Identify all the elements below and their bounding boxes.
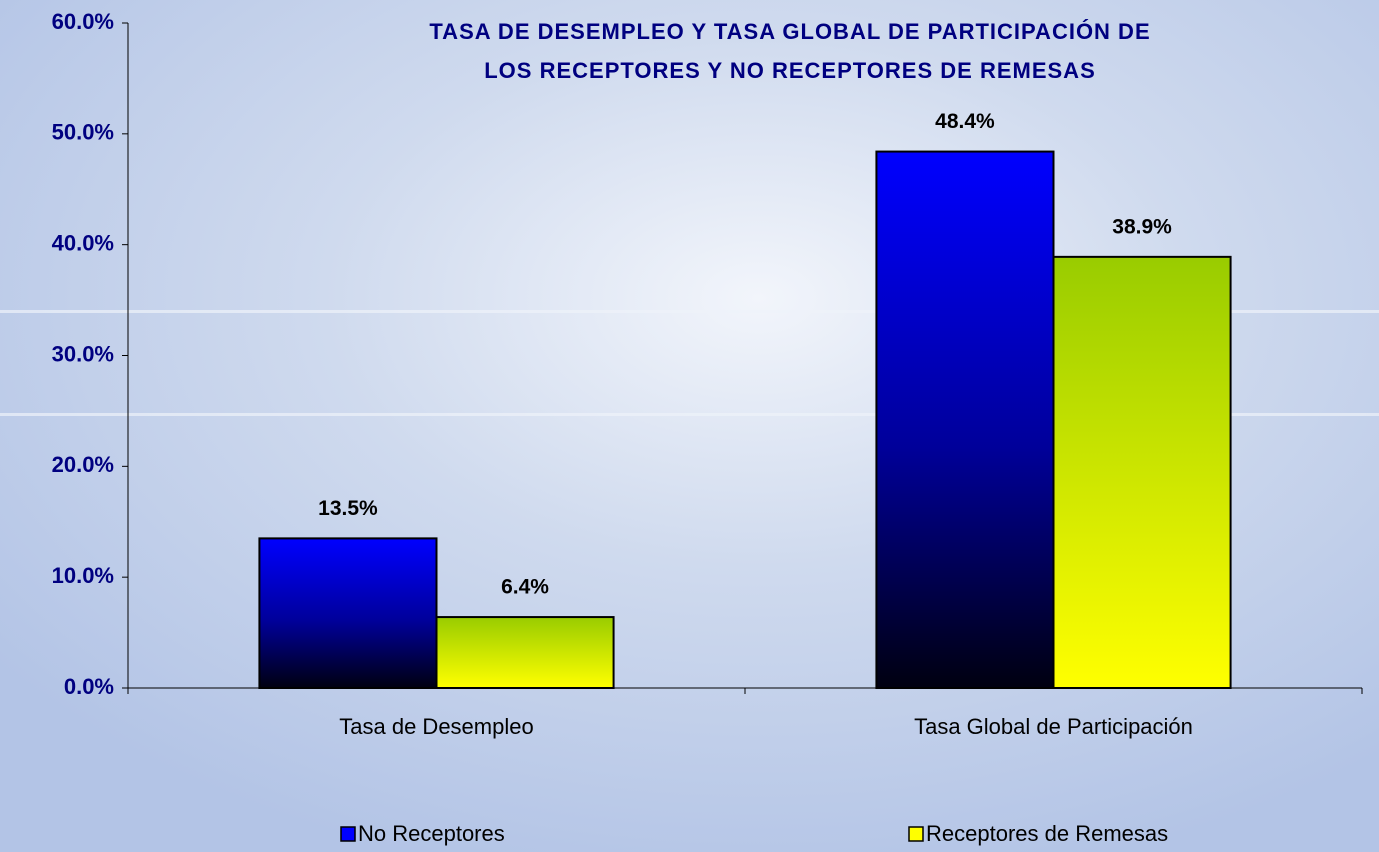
bar xyxy=(1052,255,1232,689)
legend-label: No Receptores xyxy=(358,821,505,846)
value-label: 13.5% xyxy=(318,497,378,520)
chart-title: LOS RECEPTORES Y NO RECEPTORES DE REMESA… xyxy=(484,58,1096,83)
bar xyxy=(435,616,615,689)
decor xyxy=(0,310,1379,313)
legend-swatch xyxy=(340,826,356,842)
bar xyxy=(875,150,1055,690)
y-tick-label: 50.0% xyxy=(52,120,114,145)
bar xyxy=(258,537,438,689)
chart-title: TASA DE DESEMPLEO Y TASA GLOBAL DE PARTI… xyxy=(429,19,1150,44)
y-tick-label: 40.0% xyxy=(52,230,114,255)
legend-label: Receptores de Remesas xyxy=(926,821,1168,846)
value-label: 48.4% xyxy=(935,110,995,133)
x-tick-label: Tasa Global de Participación xyxy=(914,714,1193,739)
y-tick-label: 60.0% xyxy=(52,9,114,34)
value-label: 6.4% xyxy=(501,576,549,599)
y-tick-label: 10.0% xyxy=(52,563,114,588)
y-tick-label: 30.0% xyxy=(52,341,114,366)
y-tick-label: 20.0% xyxy=(52,452,114,477)
y-tick-label: 0.0% xyxy=(64,674,114,699)
decor xyxy=(0,413,1379,416)
x-tick-label: Tasa de Desempleo xyxy=(339,714,533,739)
legend-swatch xyxy=(908,826,924,842)
value-label: 38.9% xyxy=(1112,215,1172,238)
